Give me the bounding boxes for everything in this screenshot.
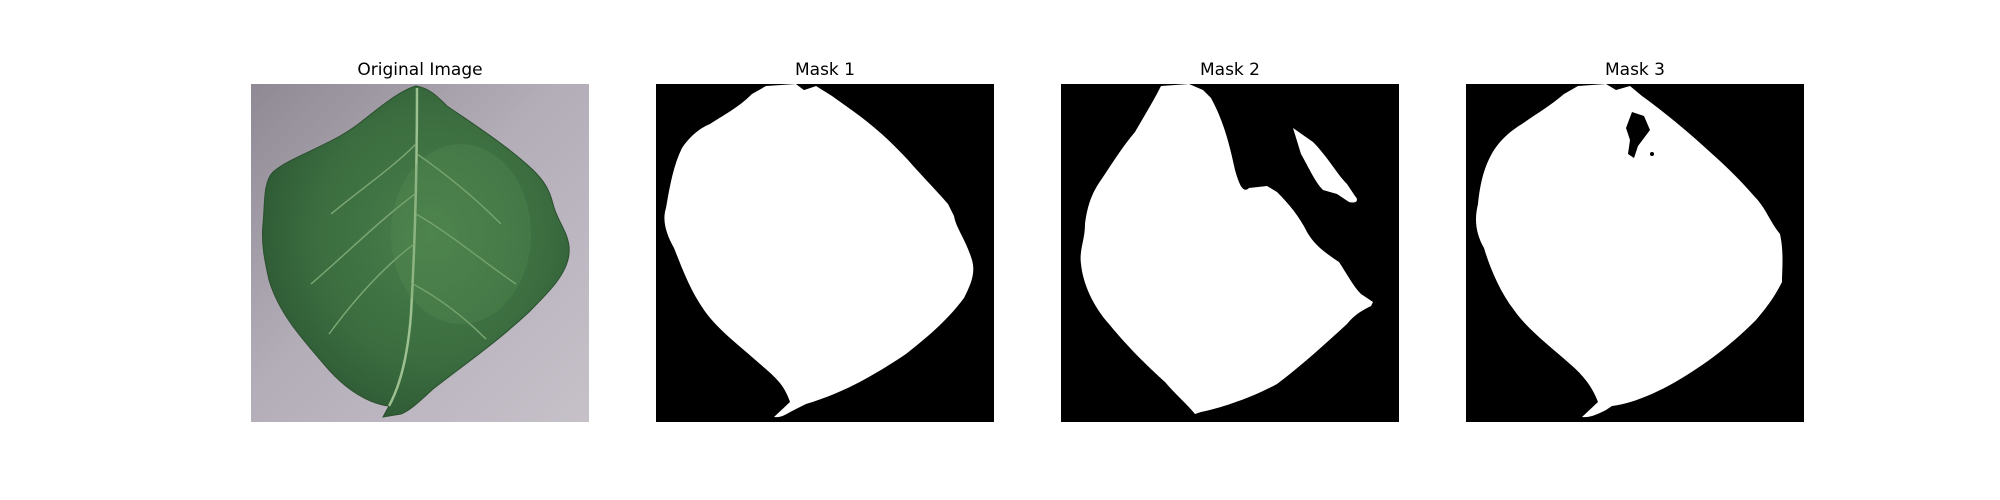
mask-2-leaf-region [1080, 84, 1373, 414]
mask-2-detached-fragment [1293, 128, 1357, 203]
mask-1-leaf-region [664, 84, 974, 418]
mask-2-notch-shape [1231, 104, 1303, 188]
mask-1-notch [796, 84, 816, 90]
original-image-title: Original Image [357, 60, 483, 80]
leaf-vein [330, 143, 417, 215]
mask-1-panel: Mask 1 [656, 57, 994, 425]
mask-3-hole [1626, 112, 1650, 158]
original-image-panel: Original Image [251, 57, 589, 425]
leaf-vein [416, 153, 502, 225]
mask-3-panel: Mask 3 [1466, 57, 1804, 425]
leaf-highlight [391, 144, 531, 324]
mask-2-title: Mask 2 [1199, 60, 1260, 80]
original-leaf-photo [251, 84, 589, 422]
mask-2-panel: Mask 2 [1061, 57, 1399, 425]
mask-3-title: Mask 3 [1604, 60, 1665, 80]
leaf-vein [415, 213, 517, 285]
mask-3-image [1466, 84, 1804, 422]
mask-1-image [656, 84, 994, 422]
mask-1-title: Mask 1 [794, 60, 855, 80]
leaf-vein [328, 243, 415, 335]
mask-2-image [1061, 84, 1399, 422]
leaf-shape [262, 85, 570, 418]
mask-3-speck [1650, 152, 1654, 156]
leaf-vein [310, 193, 416, 285]
mask-3-leaf-region [1476, 84, 1783, 418]
leaf-vein [412, 283, 487, 340]
leaf-midrib [387, 87, 419, 407]
